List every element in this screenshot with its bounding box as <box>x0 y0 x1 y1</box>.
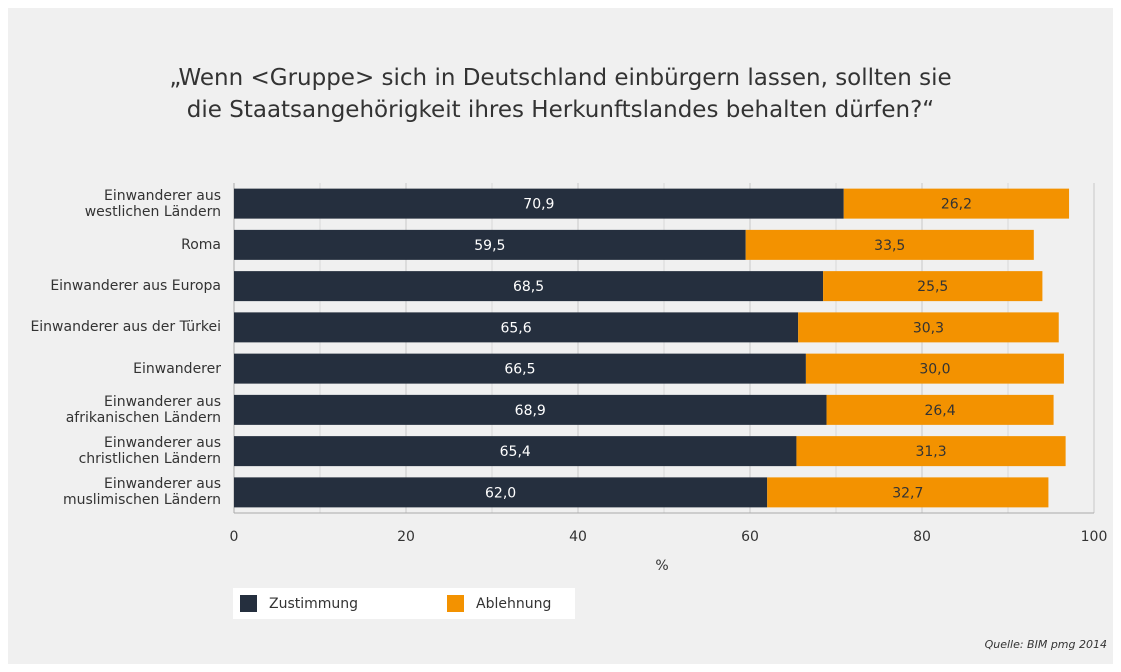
bar-segment <box>843 188 1070 219</box>
source: Quelle: BIM pmg 2014 <box>985 638 1107 651</box>
x-tick-label: 40 <box>569 529 587 545</box>
x-tick-label: 100 <box>1081 529 1108 545</box>
bar-segment <box>234 312 799 343</box>
y-tick-label: Einwanderer aus christlichen Ländern <box>78 435 221 468</box>
y-tick-label: Einwanderer aus muslimischen Ländern <box>62 476 221 509</box>
bar-segment <box>234 436 797 467</box>
legend-swatch <box>240 595 257 612</box>
legend-box <box>233 588 575 619</box>
value-label: 30,3 <box>913 320 944 336</box>
bar-segment <box>234 353 806 384</box>
y-tick-label: Einwanderer aus der Türkei <box>30 319 221 336</box>
bar-segment <box>234 229 746 260</box>
value-label: 31,3 <box>915 444 946 460</box>
x-tick-label: 20 <box>397 529 415 545</box>
bar-segment <box>823 271 1043 302</box>
x-tick-label: 60 <box>741 529 759 545</box>
value-label: 65,4 <box>500 444 531 460</box>
legend-swatch <box>447 595 464 612</box>
value-label: 32,7 <box>892 485 923 501</box>
value-label: 30,0 <box>919 362 950 378</box>
bar-segment <box>234 477 768 508</box>
y-tick-label: Einwanderer aus westlichen Ländern <box>84 187 221 220</box>
bar-segment <box>745 229 1034 260</box>
y-tick-label: Einwanderer <box>133 360 221 377</box>
x-tick-label: 0 <box>230 529 239 545</box>
value-label: 66,5 <box>504 362 535 378</box>
value-label: 26,4 <box>924 403 955 419</box>
value-label: 70,9 <box>523 197 554 213</box>
value-label: 68,5 <box>513 279 544 295</box>
bar-segment <box>805 353 1064 384</box>
y-tick-label: Einwanderer aus Europa <box>50 278 221 295</box>
legend-label: Ablehnung <box>476 596 551 612</box>
value-label: 33,5 <box>874 238 905 254</box>
value-label: 68,9 <box>515 403 546 419</box>
bar-segment <box>798 312 1059 343</box>
chart-title: „Wenn <Gruppe> sich in Deutschland einbü… <box>169 65 952 123</box>
value-label: 65,6 <box>500 320 531 336</box>
bar-segment <box>234 271 824 302</box>
legend-label: Zustimmung <box>269 596 358 612</box>
y-tick-label: Roma <box>181 236 221 253</box>
x-axis-label: % <box>655 558 668 574</box>
y-tick-label: Einwanderer aus afrikanischen Ländern <box>65 393 221 426</box>
bar-segment <box>767 477 1049 508</box>
value-label: 25,5 <box>917 279 948 295</box>
bar-segment <box>234 394 827 425</box>
x-tick-label: 80 <box>913 529 931 545</box>
bar-segment <box>234 188 844 219</box>
value-label: 59,5 <box>474 238 505 254</box>
bar-segment <box>826 394 1054 425</box>
bar-segment <box>796 436 1066 467</box>
value-label: 26,2 <box>941 197 972 213</box>
value-label: 62,0 <box>485 485 516 501</box>
